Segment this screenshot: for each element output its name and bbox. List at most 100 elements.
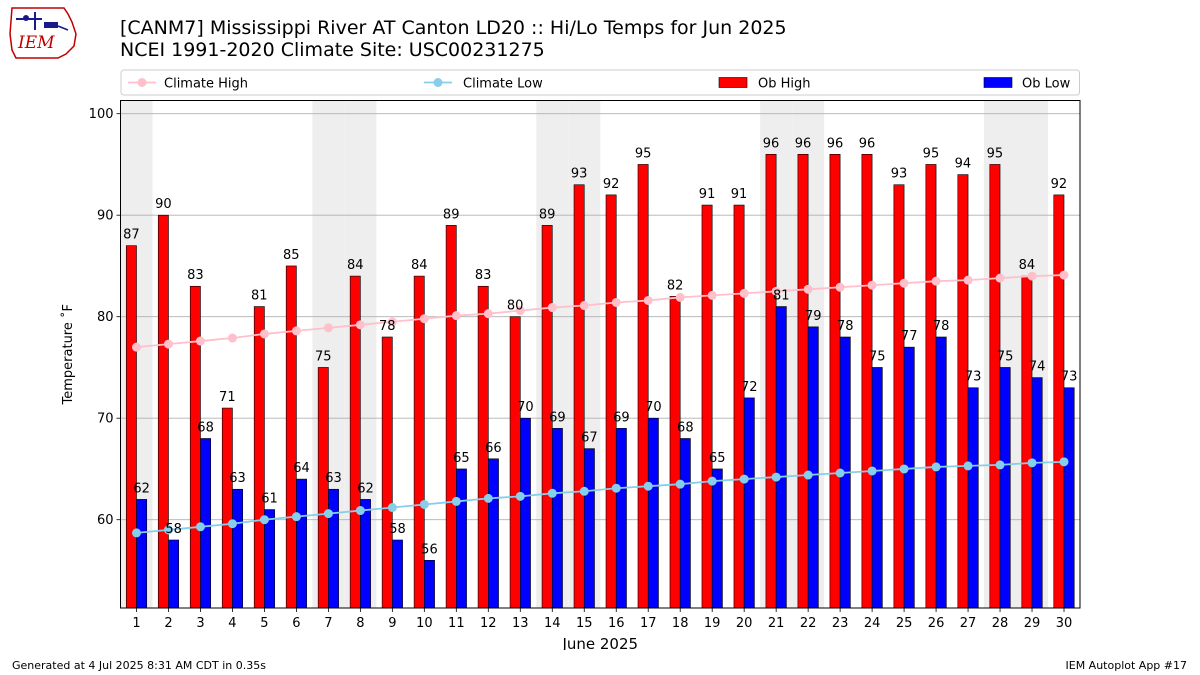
ob-low-label: 68 bbox=[677, 420, 694, 435]
x-tick-label: 9 bbox=[388, 616, 396, 631]
climate-high-point bbox=[259, 329, 269, 339]
climate-high-point bbox=[867, 280, 877, 290]
climate-high-point bbox=[515, 306, 525, 316]
x-tick-label: 5 bbox=[260, 616, 268, 631]
ob-high-label: 96 bbox=[859, 136, 876, 151]
ob-low-label: 61 bbox=[261, 492, 278, 507]
ob-high-bar bbox=[765, 153, 777, 609]
x-tick-label: 28 bbox=[992, 616, 1009, 631]
ob-high-label: 78 bbox=[379, 319, 396, 334]
ob-high-label: 84 bbox=[347, 258, 364, 273]
ob-high-label: 84 bbox=[411, 258, 428, 273]
climate-high-point bbox=[195, 336, 205, 346]
ob-high-label: 71 bbox=[219, 390, 236, 405]
ob-low-label: 75 bbox=[997, 349, 1014, 364]
climate-high-point bbox=[675, 292, 685, 302]
iem-logo: IEM bbox=[9, 7, 77, 59]
ob-low-bar bbox=[488, 458, 499, 609]
ob-high-label: 75 bbox=[315, 349, 332, 364]
ob-high-bar bbox=[509, 316, 521, 609]
ob-low-bar bbox=[136, 499, 148, 609]
climate-low-point bbox=[131, 528, 141, 538]
ob-high-bar bbox=[797, 153, 809, 609]
ob-low-label: 62 bbox=[357, 481, 374, 496]
legend-climate-low-marker bbox=[433, 78, 443, 87]
climate-low-point bbox=[227, 519, 237, 529]
ob-low-bar bbox=[967, 387, 979, 609]
climate-low-point bbox=[611, 483, 621, 493]
climate-high-point bbox=[579, 301, 589, 311]
ob-high-label: 90 bbox=[155, 197, 172, 212]
ob-high-bar bbox=[829, 153, 841, 609]
climate-high-point bbox=[1027, 271, 1037, 281]
ob-high-bar bbox=[253, 306, 265, 609]
ob-low-label: 77 bbox=[901, 329, 918, 344]
climate-high-point bbox=[1059, 270, 1069, 280]
climate-low-point bbox=[931, 462, 941, 472]
ob-high-label: 92 bbox=[1051, 177, 1068, 192]
x-tick-label: 4 bbox=[228, 616, 236, 631]
ob-high-bar bbox=[893, 184, 905, 609]
app-label: IEM Autoplot App #17 bbox=[1065, 659, 1188, 672]
x-tick-label: 16 bbox=[608, 616, 625, 631]
plot-frame bbox=[120, 100, 1081, 609]
climate-low-point bbox=[483, 493, 493, 503]
ob-low-label: 65 bbox=[453, 451, 470, 466]
climate-high-point bbox=[131, 342, 141, 352]
ob-low-bar bbox=[1031, 377, 1043, 609]
ob-high-bar bbox=[157, 214, 169, 609]
ob-low-label: 69 bbox=[549, 410, 566, 425]
climate-low-point bbox=[675, 479, 685, 489]
ob-low-bar bbox=[1063, 387, 1075, 609]
ob-low-bar bbox=[871, 367, 883, 609]
ob-low-bar bbox=[392, 539, 403, 609]
ob-low-label: 74 bbox=[1029, 360, 1046, 375]
climate-high-point bbox=[547, 303, 557, 313]
climate-high-point bbox=[227, 333, 237, 343]
ob-low-label: 78 bbox=[933, 319, 950, 334]
climate-low-point bbox=[355, 506, 365, 516]
ob-high-label: 95 bbox=[923, 146, 940, 161]
ob-low-bar bbox=[679, 438, 691, 609]
x-tick-label: 8 bbox=[356, 616, 364, 631]
climate-low-point bbox=[291, 512, 301, 522]
ob-high-label: 80 bbox=[507, 299, 524, 314]
climate-low-point bbox=[547, 488, 557, 498]
ob-low-label: 73 bbox=[965, 370, 982, 385]
climate-high-point bbox=[739, 288, 749, 298]
ob-low-bar bbox=[360, 499, 371, 609]
climate-high-point bbox=[611, 297, 621, 307]
ob-high-bar bbox=[989, 164, 1001, 609]
climate-low-point bbox=[579, 486, 589, 496]
climate-low-point bbox=[1059, 457, 1069, 467]
climate-high-point bbox=[707, 290, 717, 300]
climate-high-point bbox=[291, 326, 301, 336]
climate-low-point bbox=[323, 509, 333, 519]
ob-high-label: 92 bbox=[603, 177, 620, 192]
climate-low-point bbox=[195, 522, 205, 532]
ob-low-bar bbox=[775, 306, 787, 609]
ob-low-bar bbox=[264, 509, 275, 609]
x-tick-label: 22 bbox=[800, 616, 817, 631]
climate-high-point bbox=[419, 314, 429, 324]
climate-low-point bbox=[867, 466, 877, 476]
ob-high-bar bbox=[733, 204, 745, 609]
ob-high-bar bbox=[125, 245, 137, 609]
x-tick-label: 19 bbox=[704, 616, 721, 631]
ob-high-label: 91 bbox=[731, 187, 748, 202]
ob-high-bar bbox=[925, 164, 937, 609]
ob-high-bar bbox=[381, 336, 393, 609]
climate-low-point bbox=[771, 472, 781, 482]
ob-high-label: 96 bbox=[763, 136, 780, 151]
ob-low-label: 70 bbox=[517, 400, 534, 415]
climate-low-point bbox=[451, 496, 461, 506]
ob-high-label: 85 bbox=[283, 248, 300, 263]
chart-title: [CANM7] Mississippi River AT Canton LD20… bbox=[120, 17, 787, 39]
legend-climate-low-label: Climate Low bbox=[463, 77, 543, 92]
x-tick-label: 17 bbox=[640, 616, 657, 631]
climate-low-point bbox=[387, 503, 397, 513]
climate-high-point bbox=[387, 317, 397, 327]
x-tick-label: 1 bbox=[132, 616, 140, 631]
x-tick-label: 27 bbox=[960, 616, 977, 631]
legend-ob-high-label: Ob High bbox=[758, 77, 811, 92]
